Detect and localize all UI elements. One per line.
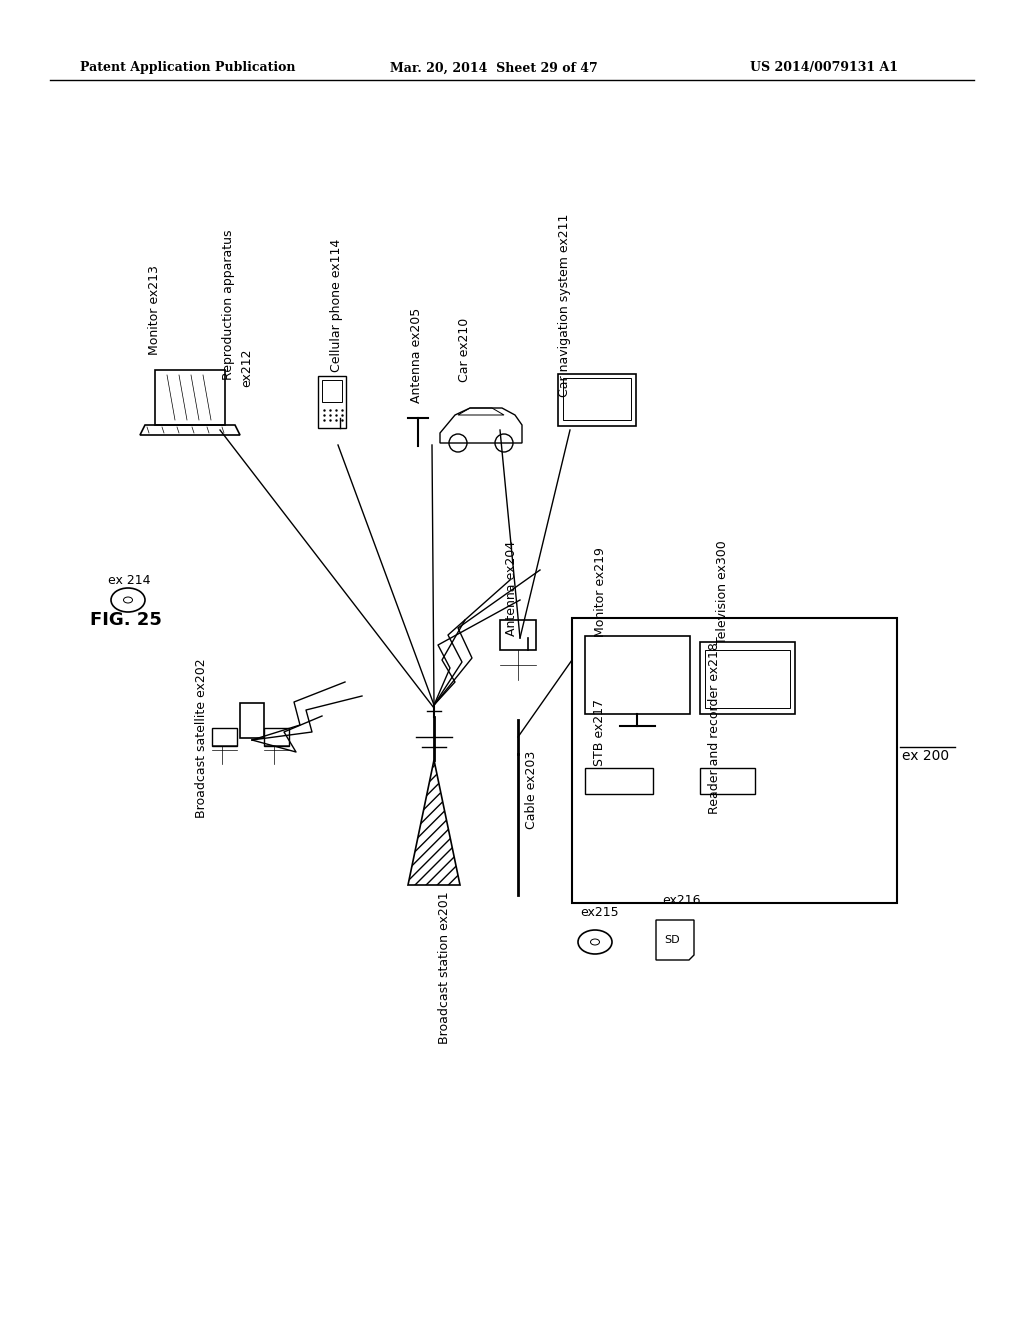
Text: Antenna ex205: Antenna ex205: [410, 308, 423, 403]
Bar: [563, 378, 631, 420]
Bar: [318, 376, 346, 428]
Text: ex212: ex212: [240, 348, 253, 387]
Bar: [700, 768, 755, 795]
Bar: [700, 642, 795, 714]
Text: Broadcast satellite ex202: Broadcast satellite ex202: [195, 659, 208, 818]
Bar: [572, 618, 897, 903]
Text: Car ex210: Car ex210: [458, 318, 471, 381]
Text: Cellular phone ex114: Cellular phone ex114: [330, 239, 343, 372]
Bar: [585, 768, 653, 795]
Text: SD: SD: [664, 935, 680, 945]
Bar: [240, 704, 264, 738]
Text: ex216: ex216: [662, 894, 700, 907]
Text: Patent Application Publication: Patent Application Publication: [80, 62, 296, 74]
Text: Antenna ex204: Antenna ex204: [505, 540, 518, 635]
Text: ex 200: ex 200: [902, 748, 949, 763]
Text: ex 214: ex 214: [108, 573, 151, 586]
Bar: [264, 729, 289, 746]
Text: US 2014/0079131 A1: US 2014/0079131 A1: [750, 62, 898, 74]
Text: FIG. 25: FIG. 25: [90, 611, 162, 630]
Text: Mar. 20, 2014  Sheet 29 of 47: Mar. 20, 2014 Sheet 29 of 47: [390, 62, 598, 74]
Bar: [705, 649, 790, 708]
Text: Reproduction apparatus: Reproduction apparatus: [222, 230, 234, 380]
Text: Broadcast station ex201: Broadcast station ex201: [438, 892, 451, 1044]
Text: Cable ex203: Cable ex203: [525, 751, 538, 829]
Bar: [558, 374, 636, 426]
Bar: [500, 620, 536, 649]
Bar: [212, 729, 237, 746]
Text: Television ex300: Television ex300: [716, 540, 729, 644]
Bar: [322, 380, 342, 403]
Text: ex215: ex215: [580, 906, 618, 919]
Text: Reader and recorder ex218: Reader and recorder ex218: [708, 642, 721, 814]
Text: Monitor ex219: Monitor ex219: [594, 546, 607, 638]
Text: STB ex217: STB ex217: [593, 698, 606, 766]
Bar: [585, 636, 690, 714]
Text: Car navigation system ex211: Car navigation system ex211: [558, 214, 571, 397]
Text: Monitor ex213: Monitor ex213: [148, 265, 161, 355]
